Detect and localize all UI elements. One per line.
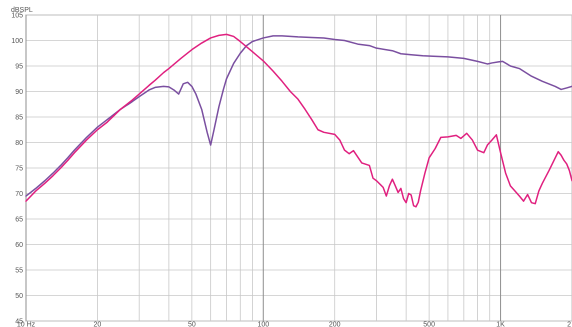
y-tick-label: 80 [15, 140, 23, 147]
series-line-2 [25, 33, 572, 208]
y-tick-label: 90 [15, 89, 23, 96]
y-tick-label: 105 [11, 13, 23, 20]
y-tick-label: 95 [15, 64, 23, 71]
y-tick-label: 55 [15, 268, 23, 275]
y-tick-label: 70 [15, 191, 23, 198]
y-unit-label: dBSPL [11, 7, 33, 14]
y-tick-label: 65 [15, 217, 23, 224]
series-lines [25, 33, 572, 208]
x-axis-tick-labels: 10 Hz 20 50 100 200 500 1K 2 [17, 322, 571, 327]
y-tick-label: 60 [15, 242, 23, 249]
grid [25, 14, 572, 322]
x-tick-label: 500 [423, 322, 435, 327]
x-tick-label: 1K [496, 322, 505, 327]
y-tick-label: 85 [15, 115, 23, 122]
x-tick-label: 10 Hz [17, 322, 36, 327]
x-tick-label: 200 [329, 322, 341, 327]
y-tick-label: 45 [15, 319, 23, 326]
series-line-1 [25, 35, 572, 197]
x-tick-label: 50 [188, 322, 196, 327]
y-tick-label: 75 [15, 166, 23, 173]
y-tick-label: 50 [15, 293, 23, 300]
x-tick-label: 100 [257, 322, 269, 327]
y-axis-tick-labels: 45 50 55 60 65 70 75 80 85 90 95 100 105 [11, 13, 23, 326]
x-tick-label: 2 [567, 322, 571, 327]
x-tick-label: 20 [94, 322, 102, 327]
y-tick-label: 100 [11, 38, 23, 45]
